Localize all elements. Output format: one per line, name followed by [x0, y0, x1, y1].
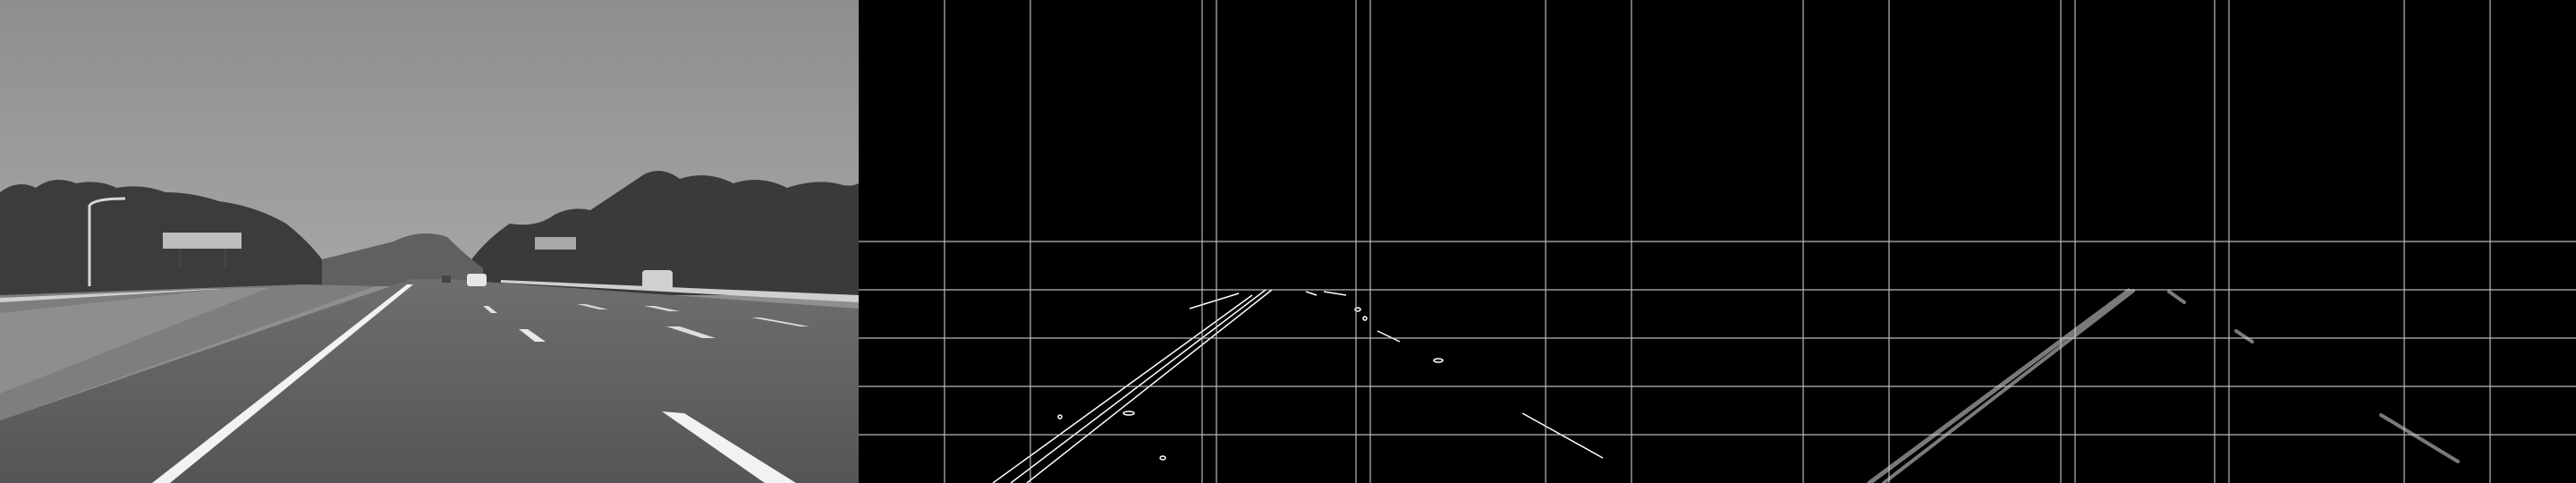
edge-map	[992, 289, 1604, 483]
trees-right	[465, 171, 859, 295]
light-pole	[88, 197, 126, 286]
edge-dash-a	[1377, 330, 1401, 343]
road-photo	[0, 0, 859, 483]
edge-blob-4	[1057, 414, 1063, 419]
hough-left-lane-2	[1882, 289, 2135, 483]
edge-left-lane-3	[992, 294, 1253, 483]
overhead-sign	[535, 237, 576, 250]
edge-horizon-left	[1189, 292, 1240, 309]
hough-left-lane-1	[1867, 288, 2131, 483]
lane-dash-6	[577, 304, 608, 309]
lane-dash-2	[519, 329, 546, 342]
hough-lines	[1867, 288, 2460, 483]
edge-blob-6	[1362, 316, 1368, 321]
edge-map-panel	[859, 0, 1717, 483]
hough-right-dash-1	[2167, 290, 2186, 304]
trees-left	[0, 180, 322, 295]
edge-blob-5	[1354, 307, 1361, 312]
guardrail-left	[0, 289, 224, 302]
vehicle-car	[467, 274, 487, 286]
edge-left-lane-inner	[1026, 289, 1273, 483]
edge-right-lane	[1521, 412, 1604, 459]
hough-right-dash-2	[2234, 329, 2254, 343]
lane-dash-4	[666, 326, 716, 338]
lane-dash-3	[483, 306, 497, 313]
edge-blob-3	[1159, 455, 1166, 461]
lane-line-solid-left	[152, 284, 413, 483]
hill-center	[322, 233, 483, 286]
lane-dash-5	[751, 318, 809, 326]
edge-dash-b	[1323, 291, 1347, 296]
vehicle-distant	[442, 275, 451, 283]
road	[0, 279, 859, 483]
edge-left-lane-outer	[1010, 289, 1267, 483]
edge-blob-1	[1433, 358, 1444, 363]
hough-lines-panel	[1717, 0, 2576, 483]
road-photo-panel	[0, 0, 859, 483]
hough-right-lane	[2379, 413, 2460, 463]
billboard	[163, 233, 242, 249]
edge-blob-2	[1123, 411, 1135, 416]
edge-dash-c	[1305, 291, 1318, 296]
lane-dash-1	[662, 411, 796, 483]
vehicle-suv	[642, 270, 673, 290]
guardrail-right	[501, 280, 859, 302]
lane-dash-7	[644, 306, 680, 311]
